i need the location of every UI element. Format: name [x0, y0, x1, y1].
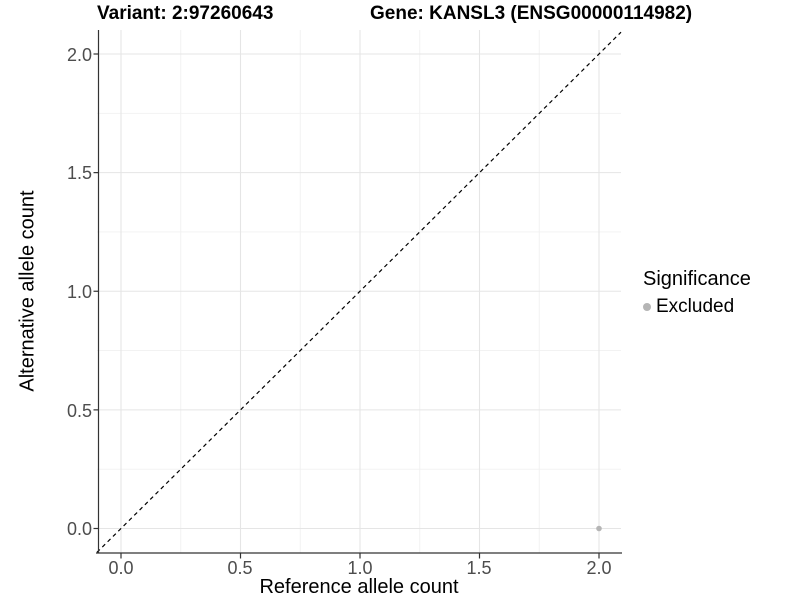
variant-title: Variant: 2:97260643	[97, 3, 274, 24]
legend-title: Significance	[643, 268, 751, 290]
y-tick-label-0: 0.0	[66, 519, 92, 539]
legend-point-icon	[643, 303, 651, 311]
y-tick-label-1: 0.5	[66, 401, 92, 421]
legend: Significance Excluded	[643, 268, 751, 318]
x-tick-label-0: 0.0	[108, 558, 134, 578]
x-tick-label-2: 1.0	[347, 558, 373, 578]
y-axis-title: Alternative allele count	[16, 190, 39, 392]
x-tick-label-1: 0.5	[227, 558, 253, 578]
y-tick-label-2: 1.0	[66, 282, 92, 302]
legend-item-label: Excluded	[656, 296, 735, 317]
x-tick-label-4: 2.0	[586, 558, 612, 578]
gene-title: Gene: KANSL3 (ENSG00000114982)	[370, 3, 693, 24]
data-point	[596, 525, 602, 532]
y-tick-label-3: 1.5	[66, 163, 92, 183]
legend-item-excluded: Excluded	[643, 296, 751, 318]
y-tick-label-4: 2.0	[66, 45, 92, 65]
x-tick-label-3: 1.5	[466, 558, 492, 578]
x-axis-title: Reference allele count	[259, 576, 459, 598]
